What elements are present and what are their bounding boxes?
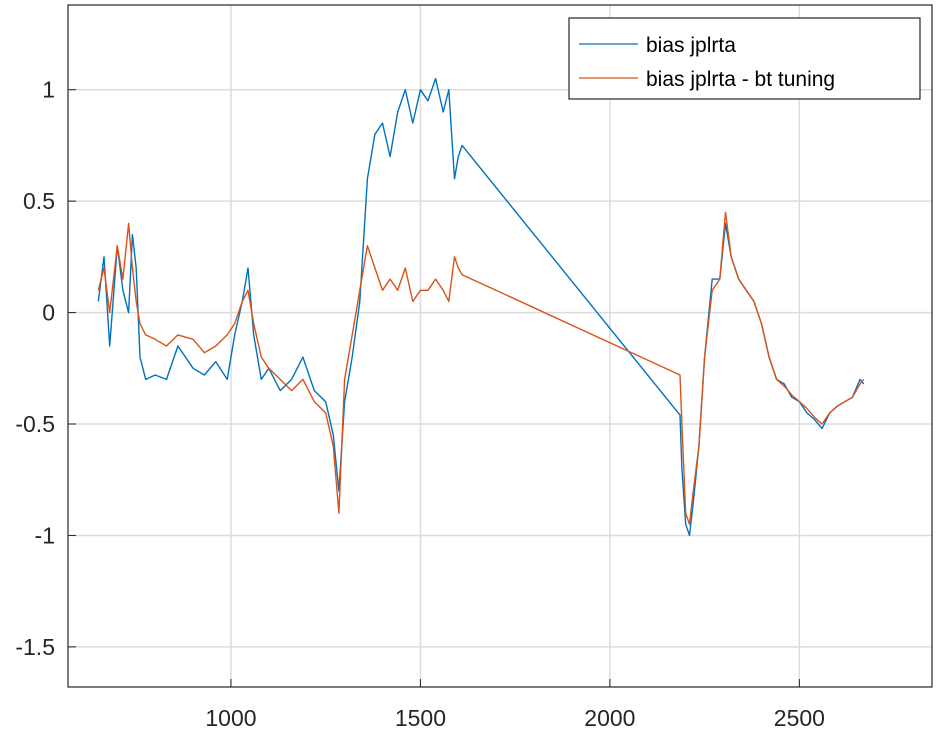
y-tick-label: 0.5 <box>23 188 55 214</box>
y-tick-label: 0 <box>42 300 55 326</box>
series-layer <box>97 77 865 537</box>
x-tick-label: 2000 <box>584 705 635 731</box>
y-tick-label: 1 <box>42 77 55 103</box>
legend-box <box>568 17 921 100</box>
plot-frame <box>67 4 933 688</box>
legend-label-series-2: bias jplrta - bt tuning <box>646 68 835 91</box>
series-line-2 <box>97 211 865 525</box>
x-tick-label: 1500 <box>395 705 446 731</box>
y-tick-label: -1 <box>35 522 55 548</box>
y-tick-label: -0.5 <box>15 411 55 437</box>
x-tick-label: 1000 <box>205 705 256 731</box>
legend-label-series-1: bias jplrta <box>646 34 736 57</box>
y-tick-label: -1.5 <box>15 634 55 660</box>
x-tick-label: 2500 <box>774 705 825 731</box>
plot-background <box>68 5 932 687</box>
grid <box>68 5 932 687</box>
legend: bias jplrta bias jplrta - bt tuning <box>568 17 921 100</box>
ticks: 1000 1500 2000 2500 1 0.5 0 -0.5 -1 -1.5 <box>15 77 825 731</box>
